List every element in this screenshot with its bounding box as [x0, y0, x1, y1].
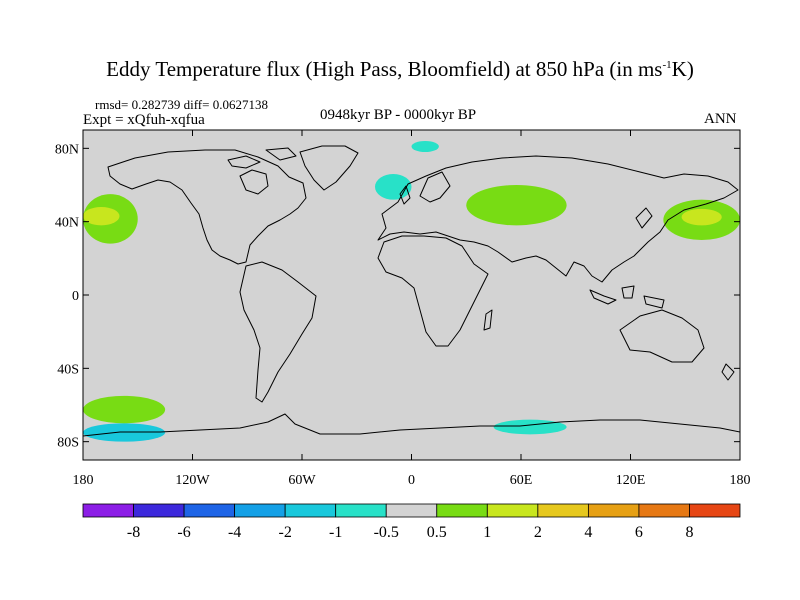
- maritime-continent-coastline: [589, 285, 665, 309]
- arctic-islands-coastline: [227, 147, 297, 169]
- colorbar-swatch: [436, 503, 488, 518]
- colorbar-label: 1: [483, 524, 491, 541]
- colorbar-label: 6: [635, 524, 643, 541]
- australia-coastline: [619, 309, 705, 363]
- anomaly-arctic-negative: [411, 141, 439, 152]
- lon-tick-label: 60E: [510, 473, 533, 488]
- north-america-coastline: [107, 149, 307, 265]
- colorbar-swatch: [335, 503, 387, 518]
- anomaly-layer: [83, 141, 740, 442]
- madagascar-coastline: [483, 309, 493, 331]
- colorbar-label: -4: [228, 524, 241, 541]
- lat-tick-label: 40N: [55, 216, 79, 231]
- eurasia-coastline: [377, 155, 739, 283]
- colorbar-swatch: [183, 503, 236, 518]
- lon-tick-label: 120W: [175, 473, 210, 488]
- figure-title: Eddy Temperature flux (High Pass, Bloomf…: [106, 57, 694, 81]
- anomaly-south-indian-negative: [493, 419, 567, 435]
- lat-tick-label: 0: [72, 289, 79, 304]
- colorbar-swatch: [133, 503, 185, 518]
- colorbar-swatch: [689, 503, 741, 518]
- ocean-background: [83, 130, 740, 460]
- new-zealand-coastline: [721, 363, 735, 381]
- colorbar-label: -8: [127, 524, 140, 541]
- japan-coastline: [635, 207, 653, 229]
- colorbar-label: -2: [278, 524, 291, 541]
- experiment-label: Expt = xQfuh-xqfua: [83, 112, 205, 128]
- colorbar-label: -0.5: [374, 524, 399, 541]
- colorbar-label: 0.5: [427, 524, 447, 541]
- anomaly-north-pacific-core: [83, 207, 120, 226]
- south-america-coastline: [239, 261, 317, 403]
- colorbar-swatch: [486, 503, 539, 518]
- hudson-bay-coastline: [239, 169, 269, 195]
- colorbar-label: 8: [685, 524, 693, 541]
- coastline-layer: [83, 145, 740, 437]
- colorbar: -8 -6 -4 -2 -1 -0.5 0.5 1 2 4 6 8: [82, 503, 741, 541]
- lon-tick-label: 60W: [288, 473, 316, 488]
- season-label: ANN: [704, 111, 737, 127]
- colorbar-swatch: [82, 503, 134, 518]
- lat-tick-label: 80S: [57, 436, 79, 451]
- lon-tick-label: 120E: [616, 473, 646, 488]
- lon-tick-label: 180: [73, 473, 94, 488]
- lat-tick-label: 80N: [55, 142, 79, 157]
- colorbar-swatch: [638, 503, 690, 518]
- colorbar-label: -6: [177, 524, 190, 541]
- map-panel: 80N 40N 0 40S 80S 180 120W 60W 0 60E 120E 180: [55, 129, 751, 488]
- antarctica-coastline: [83, 413, 740, 437]
- colorbar-swatch: [284, 503, 337, 518]
- colorbar-label: -1: [329, 524, 342, 541]
- colorbar-swatch: [587, 503, 640, 518]
- map-axes: 80N 40N 0 40S 80S 180 120W 60W 0 60E 120E 180: [55, 130, 751, 488]
- lon-tick-label: 0: [408, 473, 415, 488]
- stats-label: rmsd= 0.282739 diff= 0.0627138: [95, 97, 268, 112]
- greenland-coastline: [299, 145, 359, 191]
- anomaly-northwest-pacific-core: [681, 208, 722, 226]
- british-isles-coastline: [399, 185, 411, 205]
- lon-tick-label: 180: [730, 473, 751, 488]
- scandinavia-coastline: [419, 171, 451, 203]
- africa-coastline: [377, 235, 489, 347]
- lat-tick-label: 40S: [57, 362, 79, 377]
- colorbar-label: 4: [584, 524, 592, 541]
- colorbar-swatch: [385, 503, 438, 518]
- period-label: 0948kyr BP - 0000kyr BP: [320, 107, 477, 123]
- anomaly-southern-ocean-positive: [83, 395, 166, 424]
- anomaly-central-asia-positive: [466, 185, 567, 226]
- colorbar-label: 2: [534, 524, 542, 541]
- colorbar-swatch: [234, 503, 286, 518]
- colorbar-swatch: [537, 503, 589, 518]
